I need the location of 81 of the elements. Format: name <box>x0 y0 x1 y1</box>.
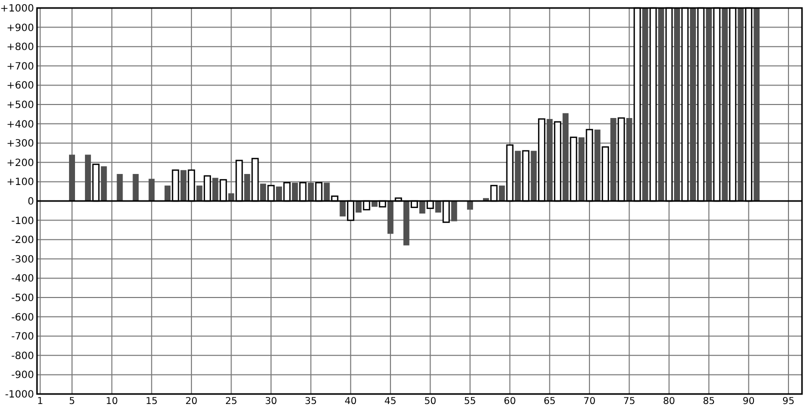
bar <box>578 137 584 201</box>
bar <box>180 170 186 201</box>
bar <box>340 201 346 216</box>
bar <box>562 113 569 201</box>
y-tick-label: -800 <box>11 350 34 362</box>
bar <box>100 166 107 201</box>
y-tick-label: -500 <box>11 293 34 304</box>
bar <box>610 118 616 201</box>
bar <box>754 8 760 201</box>
bar <box>658 8 664 201</box>
y-tick-label: -400 <box>11 274 34 285</box>
bar <box>706 8 712 201</box>
x-tick-label: 30 <box>264 396 278 406</box>
bar <box>84 154 91 201</box>
bar <box>514 150 521 201</box>
y-tick-label: +1000 <box>0 4 34 14</box>
bar <box>642 8 648 201</box>
y-tick-label: 0 <box>28 196 34 208</box>
bar <box>435 201 442 213</box>
bar <box>276 186 282 201</box>
x-tick-label: 40 <box>344 396 357 406</box>
y-tick-label: -100 <box>11 216 34 227</box>
bar <box>164 186 171 201</box>
bar <box>260 184 266 201</box>
x-tick-label: 75 <box>623 396 636 406</box>
bar <box>212 178 218 201</box>
bar <box>244 174 250 201</box>
y-tick-label: -600 <box>11 312 34 324</box>
bar <box>626 118 632 201</box>
bar <box>674 8 680 201</box>
y-tick-label: -900 <box>11 370 34 382</box>
y-tick-label: -200 <box>11 235 34 246</box>
y-tick-label: +200 <box>6 158 34 169</box>
x-tick-label: 35 <box>304 396 317 406</box>
bar <box>324 182 330 201</box>
bar <box>419 201 426 214</box>
x-tick-label: 60 <box>504 396 516 406</box>
bar <box>722 8 728 201</box>
y-tick-label: +500 <box>6 100 34 111</box>
x-tick-label: 25 <box>225 396 238 406</box>
bar <box>530 150 537 201</box>
bar <box>451 201 458 222</box>
x-tick-label: 80 <box>663 396 676 406</box>
bar <box>738 8 744 201</box>
x-tick-label: 45 <box>384 396 396 406</box>
x-tick-label: 65 <box>544 396 556 406</box>
bar <box>69 154 76 201</box>
y-tick-label: +900 <box>6 22 34 34</box>
x-tick-label: 90 <box>742 396 755 406</box>
bar <box>690 8 696 201</box>
x-tick-label: 5 <box>69 396 76 406</box>
x-tick-label: 70 <box>583 396 596 406</box>
bar <box>356 201 362 213</box>
bar <box>308 182 314 201</box>
x-tick-label: 15 <box>146 396 158 406</box>
y-tick-label: -1000 <box>4 390 34 400</box>
y-tick-label: -300 <box>11 254 34 266</box>
y-tick-label: +400 <box>6 119 34 130</box>
bar <box>546 118 553 201</box>
bar <box>132 174 139 201</box>
y-tick-label: -700 <box>11 332 34 343</box>
bar <box>196 186 202 201</box>
x-tick-label: 10 <box>106 396 118 406</box>
y-tick-label: +100 <box>6 177 34 188</box>
bar <box>292 182 298 201</box>
bar <box>498 186 505 201</box>
x-tick-label: 1 <box>37 396 44 406</box>
x-tick-label: 20 <box>185 396 198 406</box>
y-tick-label: +600 <box>6 80 34 92</box>
bar <box>148 178 155 201</box>
bar <box>594 130 600 201</box>
bar <box>403 201 410 246</box>
x-tick-label: 95 <box>782 396 795 406</box>
bar <box>116 174 123 201</box>
bar <box>387 201 394 234</box>
x-tick-label: 50 <box>424 396 436 406</box>
x-tick-label: 85 <box>702 396 715 406</box>
y-tick-label: +700 <box>6 61 34 72</box>
y-tick-label: +300 <box>6 138 34 150</box>
y-tick-label: +800 <box>6 42 34 54</box>
x-tick-label: 55 <box>464 396 476 406</box>
